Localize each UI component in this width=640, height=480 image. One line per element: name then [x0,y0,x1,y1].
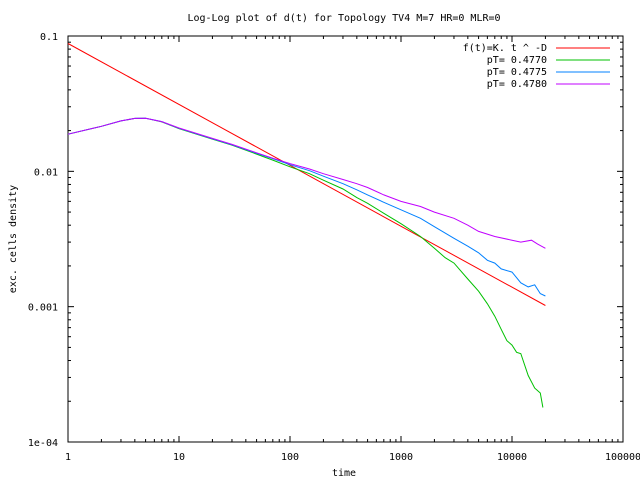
series-lines [67,43,546,408]
axis-ticks: 1 10 100 1000 10000 100000 1e-04 0.001 0.01 0.1 [28,32,640,463]
x-tick-label: 1 [65,452,71,463]
x-tick-label: 100 [281,452,299,463]
y-tick-label: 0.001 [28,303,58,314]
x-tick-label: 10 [173,452,185,463]
y-axis-label: exc. cells density [8,185,19,293]
legend-label: pT= 0.4780 [487,79,547,90]
x-tick-label: 10000 [497,452,527,463]
y-tick-label: 1e-04 [28,438,58,449]
legend-label: pT= 0.4770 [487,55,547,66]
x-tick-label: 100000 [605,452,640,463]
legend-label: pT= 0.4775 [487,67,547,78]
chart-title: Log-Log plot of d(t) for Topology TV4 M=… [187,13,500,24]
plot-frame [67,35,624,443]
y-tick-label: 0.01 [34,167,58,178]
y-tick-label: 0.1 [40,32,58,43]
series-line-1 [67,43,546,306]
x-axis-label: time [332,468,356,479]
x-tick-label: 1000 [389,452,413,463]
legend-label: f(t)=K. t ^ -D [463,43,547,54]
series-line-3 [67,117,546,297]
series-line-2 [67,117,544,408]
series-line-4 [67,117,546,249]
